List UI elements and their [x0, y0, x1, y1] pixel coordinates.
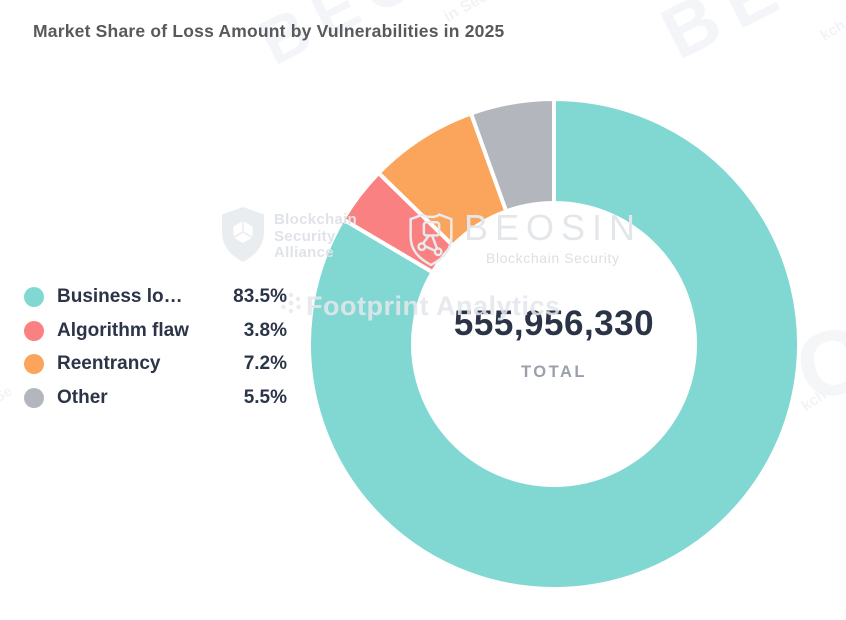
legend-swatch [24, 287, 44, 307]
legend-label: Business lo… [57, 286, 183, 307]
legend-swatch [24, 354, 44, 374]
legend-label: Reentrancy [57, 353, 161, 374]
legend-label: Algorithm flaw [57, 319, 189, 341]
legend-percent: 5.5% [243, 386, 287, 408]
legend-percent: 3.8% [243, 319, 287, 341]
chart-title: Market Share of Loss Amount by Vulnerabi… [33, 21, 505, 41]
legend-item-reentrancy[interactable]: Reentrancy 7.2% [22, 353, 287, 375]
watermark-fragment: BE [648, 0, 803, 76]
donut-slice-0[interactable] [307, 96, 801, 591]
legend-percent: 7.2% [243, 353, 287, 374]
chart-legend: Business lo… 83.5% Algorithm flaw 3.8% R… [22, 286, 287, 420]
legend-percent: 83.5% [233, 286, 287, 307]
legend-label: Other [57, 386, 108, 408]
watermark-fragment: Se [0, 382, 16, 407]
donut-chart [307, 96, 801, 591]
legend-swatch [24, 387, 44, 408]
donut-slice-3[interactable] [468, 96, 556, 214]
total-label: TOTAL [521, 363, 587, 381]
legend-item-algorithm-flaw[interactable]: Algorithm flaw 3.8% [22, 320, 287, 342]
legend-swatch [24, 320, 44, 341]
donut-center: 555,956,330 TOTAL [454, 306, 654, 382]
total-value: 555,956,330 [453, 304, 655, 343]
legend-item-business-logic[interactable]: Business lo… 83.5% [22, 286, 287, 308]
watermark-fragment: kch [817, 16, 846, 45]
legend-item-other[interactable]: Other 5.5% [22, 387, 287, 409]
alliance-shield-icon [220, 206, 266, 268]
